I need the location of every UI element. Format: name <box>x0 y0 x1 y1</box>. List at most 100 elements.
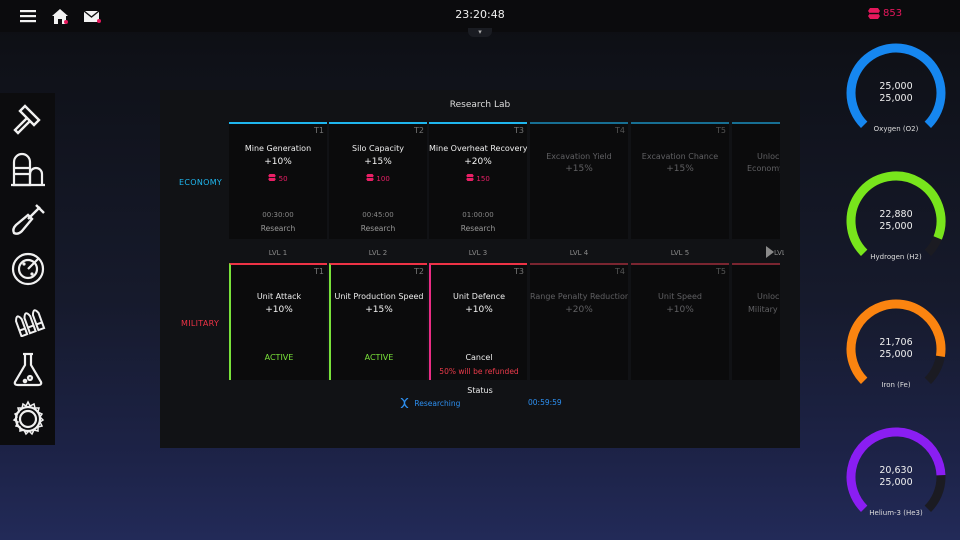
sidebar-item-build[interactable] <box>8 99 48 139</box>
status-timer: 00:59:59 <box>528 398 562 407</box>
research-duration: 01:00:00 <box>462 211 494 219</box>
resource-badge[interactable]: 853 <box>868 8 902 19</box>
gauge-label: Helium-3 (He3) <box>869 509 923 517</box>
sidebar-item-mine[interactable] <box>8 199 48 239</box>
unlock-label: Unlock <box>757 152 780 161</box>
tier-label: T5 <box>716 267 726 276</box>
research-bonus: +10% <box>666 305 694 315</box>
economy-card-t2[interactable]: T2 Silo Capacity +15% 100 00:45:00 Resea… <box>329 122 427 239</box>
gauge-label: Hydrogen (H2) <box>870 253 922 261</box>
home-icon[interactable] <box>50 6 70 26</box>
level-label: LVL 5 <box>670 249 690 257</box>
economy-row-label: ECONOMY <box>179 178 223 187</box>
helium-gauge-ring <box>846 427 946 512</box>
tier-label: T1 <box>314 267 324 276</box>
research-name: Mine Overheat Recovery <box>429 144 527 153</box>
active-status: ACTIVE <box>264 353 294 362</box>
panel-title: Research Lab <box>449 100 511 110</box>
research-bonus: +10% <box>465 305 493 315</box>
shovel-icon <box>12 204 45 235</box>
hydrogen-gauge-ring <box>846 171 946 256</box>
bullets-icon <box>15 309 46 337</box>
research-button[interactable]: Research <box>460 224 496 233</box>
gauge-current: 21,706 <box>879 337 913 348</box>
tier-label: T4 <box>615 126 625 135</box>
gauge-label: Oxygen (O2) <box>873 125 919 133</box>
crystal-icon <box>268 174 277 181</box>
unlock-label: Unlock <box>757 292 780 301</box>
research-button[interactable]: Research <box>360 224 396 233</box>
cancel-button[interactable]: Cancel <box>465 353 493 362</box>
hydrogen-gauge: 22,880 25,000 Hydrogen (H2) <box>843 168 949 268</box>
silo-icon <box>11 152 45 187</box>
economy-card-t4: T4 Excavation Yield +15% <box>530 122 628 239</box>
level-label: LVL 1 <box>268 249 288 257</box>
military-card-t1[interactable]: T1 Unit Attack +10% ACTIVE <box>229 263 327 380</box>
dna-icon <box>400 397 409 409</box>
research-button[interactable]: Research <box>260 224 296 233</box>
collapse-tab[interactable]: ▾ <box>468 28 492 37</box>
crystal-icon <box>466 174 475 181</box>
resource-count: 853 <box>883 8 903 19</box>
scroll-right-arrow[interactable] <box>766 246 774 258</box>
research-bonus: +15% <box>365 305 393 315</box>
game-clock: 23:20:48 <box>455 8 505 21</box>
sidebar-item-radar[interactable] <box>8 249 48 289</box>
sidebar-item-silo[interactable] <box>8 149 48 189</box>
tier-label: T4 <box>615 267 625 276</box>
gauge-fill <box>846 43 946 128</box>
level-label: LVL 2 <box>368 249 388 257</box>
research-bonus: +15% <box>364 157 392 167</box>
oxygen-gauge: 25,000 25,000 Oxygen (O2) <box>843 40 949 140</box>
mail-icon[interactable] <box>82 6 102 26</box>
military-card-t5: T5 Unit Speed +10% <box>631 263 729 380</box>
research-name: Unit Defence <box>452 292 506 301</box>
tier-label: T2 <box>414 126 424 135</box>
level-label: LVL 4 <box>569 249 589 257</box>
iron-gauge: 21,706 25,000 Iron (Fe) <box>843 296 949 396</box>
level-label: LVL 3 <box>468 249 488 257</box>
gauge-current: 22,880 <box>879 209 913 220</box>
military-card-t3[interactable]: T3 Unit Defence +10% Cancel 50% will be … <box>429 263 527 380</box>
military-card-t2[interactable]: T2 Unit Production Speed +15% ACTIVE <box>329 263 427 380</box>
oxygen-gauge-ring <box>846 43 946 128</box>
tier-label: T3 <box>514 126 524 135</box>
research-name: Unit Attack <box>256 292 302 301</box>
tier-label: T5 <box>716 126 726 135</box>
hammer-icon <box>13 104 41 135</box>
gauge-label: Iron (Fe) <box>881 381 911 389</box>
economy-unlock-card[interactable]: Unlock Economy <box>732 122 780 239</box>
military-unlock-card[interactable]: Unlock Military <box>732 263 780 380</box>
status-title: Status <box>467 386 493 395</box>
research-name: Excavation Chance <box>641 152 719 161</box>
sidebar-item-settings[interactable] <box>8 399 48 439</box>
tier-label: T2 <box>414 267 424 276</box>
gauge-fill <box>846 299 946 384</box>
gauge-max: 25,000 <box>879 349 913 360</box>
gauge-current: 25,000 <box>879 81 913 92</box>
research-lab-panel: Research Lab ECONOMY MILITARY T1 Mine Ge… <box>160 90 800 448</box>
research-duration: 00:30:00 <box>262 211 294 219</box>
research-duration: 00:45:00 <box>362 211 394 219</box>
unlock-category: Military <box>748 305 778 314</box>
research-name: Mine Generation <box>244 144 312 153</box>
iron-gauge-ring <box>846 299 946 384</box>
radar-icon <box>11 252 45 286</box>
menu-icon[interactable] <box>18 6 38 26</box>
research-name: Unit Production Speed <box>334 292 424 301</box>
economy-card-t3[interactable]: T3 Mine Overheat Recovery +20% 150 01:00… <box>429 122 527 239</box>
military-row-label: MILITARY <box>181 319 220 328</box>
research-name: Excavation Yield <box>546 152 612 161</box>
sidebar-item-ammo[interactable] <box>8 299 48 339</box>
research-cost: 100 <box>329 174 427 183</box>
research-bonus: +15% <box>565 164 593 174</box>
flask-icon <box>13 352 43 387</box>
sidebar-item-research[interactable] <box>8 349 48 389</box>
research-cost: 150 <box>429 174 527 183</box>
economy-card-t1[interactable]: T1 Mine Generation +10% 50 00:30:00 Rese… <box>229 122 327 239</box>
crystal-icon <box>868 8 880 19</box>
crystal-icon <box>366 174 375 181</box>
research-bonus: +20% <box>464 157 492 167</box>
top-bar: 23:20:48 853 <box>0 0 960 32</box>
economy-card-t5: T5 Excavation Chance +15% <box>631 122 729 239</box>
